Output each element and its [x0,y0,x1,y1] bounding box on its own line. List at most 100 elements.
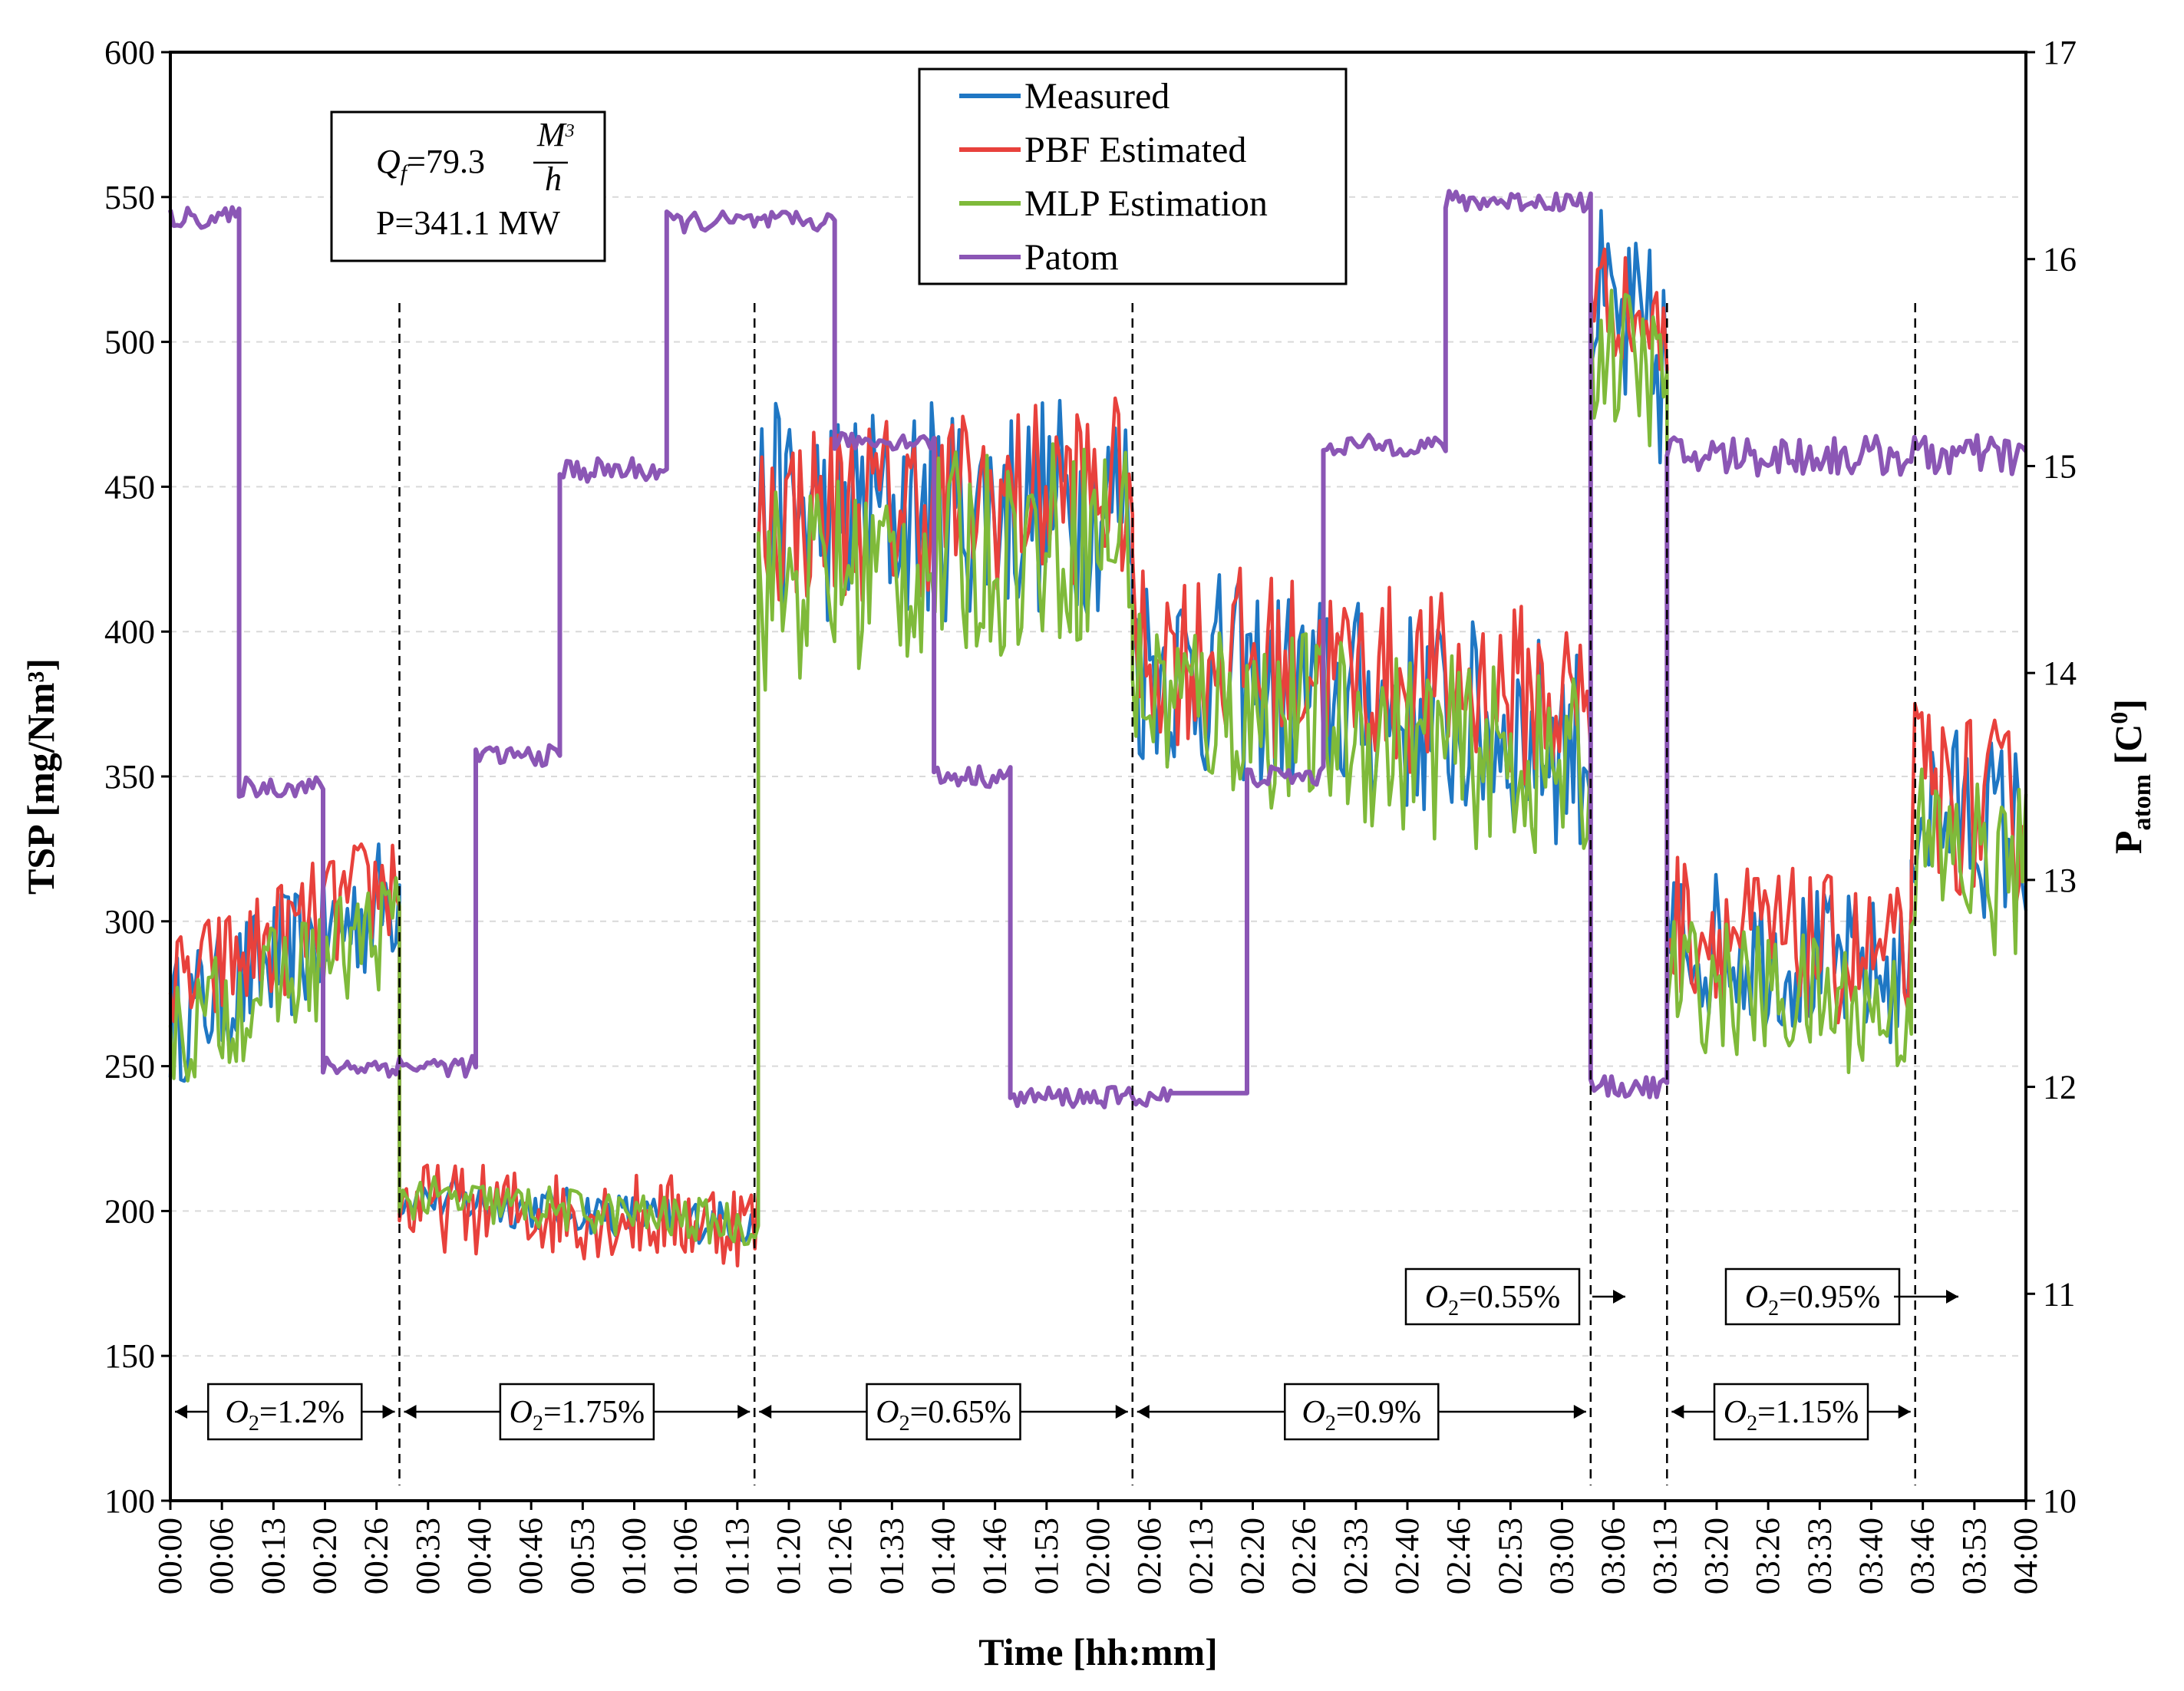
x-tick-label: 02:26 [1285,1518,1323,1594]
y2-tick-label: 10 [2043,1482,2077,1520]
y-tick-label: 600 [104,34,155,71]
arrow-head [1613,1290,1625,1304]
x-tick-label: 01:33 [873,1518,910,1594]
o2-value: =0.65% [910,1395,1011,1430]
legend: Measured PBF Estimated MLP Estimation Patom [918,68,1348,285]
x-tick-label: 02:40 [1388,1518,1426,1594]
x-tick-label: 01:26 [821,1518,859,1594]
arrow-head [404,1405,417,1419]
annotation-frac-den: h [545,160,562,198]
x-tick-label: 00:06 [203,1518,240,1594]
o2-value: =0.9% [1336,1395,1421,1430]
x-tick-label: 01:40 [925,1518,962,1594]
arrow-head [175,1405,187,1419]
annotation-frac-num-text: M [536,116,567,153]
y-tick-label: 550 [104,179,155,216]
o2-label: O2=1.2% [225,1395,345,1436]
o2-label-box [207,1383,363,1441]
y2-tick-label: 15 [2043,447,2077,485]
x-tick-label: 02:46 [1440,1518,1477,1594]
annotation-frac-num-sup: 3 [565,121,575,141]
x-tick-label: 00:33 [409,1518,447,1594]
o2-subscript: 2 [249,1412,259,1436]
y2-axis-title-unit-sup: 0 [2105,712,2133,724]
arrow-head [1573,1405,1586,1419]
annotation-box [330,110,606,262]
y2-tick-label: 14 [2043,654,2077,692]
y-tick-label: 450 [104,468,155,506]
x-tick-label: 01:20 [770,1518,807,1594]
x-tick-label: 02:20 [1234,1518,1272,1594]
o2-label-box [1713,1383,1869,1441]
y-axis-title: TSP [mg/Nm³] [19,658,62,895]
o2-symbol: O [1302,1395,1325,1430]
conditions-annotation: Qf=79.3 M3 h P=341.1 MW [330,110,606,262]
x-tick-label: 01:00 [615,1518,653,1594]
x-tick-label: 01:13 [718,1518,756,1594]
series-layer [168,189,2028,1267]
x-tick-label: 01:53 [1028,1518,1065,1594]
y2-tick-label: 16 [2043,241,2077,279]
y-tick-label: 500 [104,324,155,361]
arrow-head [1115,1405,1128,1419]
axes: 100 150 200 250 300 350 400 450 500 550 600 10 11 12 1… [104,34,2077,1594]
o2-label: O2=0.55% [1425,1280,1561,1320]
x-tick-label: 03:13 [1646,1518,1684,1594]
y-tick-label: 150 [104,1337,155,1375]
annotation-q: Q [376,143,401,180]
o2-subscript: 2 [899,1412,910,1436]
annotation-frac-num: M3 [536,116,575,153]
annotation-q-value: =79.3 [407,143,485,180]
annotation-flow-rate: Qf=79.3 [376,143,485,186]
x-tick-label: 02:06 [1130,1518,1168,1594]
legend-items: Measured PBF Estimated MLP Estimation Patom [959,76,1268,278]
o2-annotations: O2=1.2% O2=1.75% O2=0.65% O2=0.9% O2=1.15%O2… [175,1267,1958,1441]
arrow-head [737,1405,751,1419]
arrow-head [1898,1405,1911,1419]
y2-tick-label: 17 [2043,34,2077,71]
x-tick-label: 00:46 [512,1518,549,1594]
o2-value: =1.2% [259,1395,345,1430]
x-tick-label: 00:13 [254,1518,292,1594]
o2-value: =1.75% [543,1395,645,1430]
x-tick-label: 03:20 [1697,1518,1735,1594]
x-tick-label: 03:46 [1904,1518,1942,1594]
x-tick-label: 04:00 [2007,1518,2044,1594]
x-tick-label: 00:26 [358,1518,395,1594]
y2-axis-title-sub: atom [2128,774,2156,831]
o2-subscript: 2 [1768,1297,1779,1320]
o2-symbol: O [510,1395,533,1430]
arrow-head [759,1405,772,1419]
annotation-power: P=341.1 MW [376,204,560,242]
x-tick-label: 03:06 [1595,1518,1632,1594]
o2-symbol: O [225,1395,248,1430]
y2-tick-label: 13 [2043,862,2077,899]
legend-label: Patom [1024,237,1119,278]
x-tick-label: 00:00 [151,1518,189,1594]
o2-label-box [499,1383,655,1441]
o2-label: O2=0.9% [1302,1395,1422,1436]
y-tick-label: 200 [104,1192,155,1230]
o2-symbol: O [1724,1395,1747,1430]
o2-subscript: 2 [1747,1412,1757,1436]
o2-subscript: 2 [1448,1297,1459,1320]
x-tick-label: 02:00 [1079,1518,1117,1594]
legend-label: PBF Estimated [1024,130,1246,170]
o2-label: O2=0.65% [876,1395,1011,1436]
o2-label: O2=1.75% [510,1395,645,1436]
series-line-3 [168,189,2028,1109]
y-tick-label: 400 [104,613,155,651]
y2-axis-title-end: ] [2106,699,2149,712]
o2-label: O2=1.15% [1724,1395,1859,1436]
arrow-head [382,1405,395,1419]
o2-label-box [1284,1383,1440,1441]
x-tick-label: 01:06 [667,1518,704,1594]
x-tick-label: 03:33 [1800,1518,1838,1594]
x-tick-label: 02:13 [1182,1518,1219,1594]
x-tick-label: 03:00 [1543,1518,1581,1594]
x-tick-label: 00:20 [306,1518,344,1594]
y2-tick-label: 11 [2043,1275,2075,1313]
o2-label-box [866,1383,1021,1441]
x-tick-label: 02:53 [1491,1518,1529,1594]
